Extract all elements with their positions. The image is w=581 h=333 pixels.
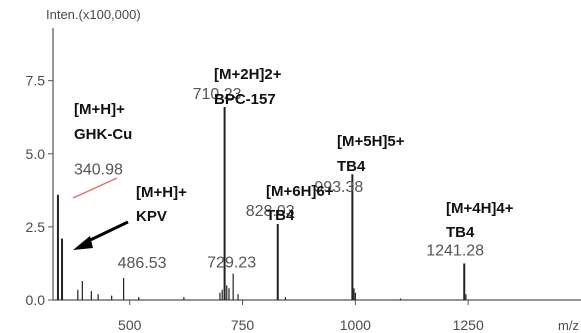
ghk-cu-leader-line	[72, 177, 118, 199]
peak-mz-label: 710.23	[193, 86, 242, 103]
annotation-bpc157-ion: [M+2H]2+	[214, 66, 282, 83]
peak-mz-label: 340.98	[74, 162, 123, 179]
y-axis-title: Inten.(x100,000)	[46, 7, 141, 22]
annotation-tb4-5h-ion: [M+5H]5+	[337, 133, 405, 150]
y-tick-label: 5.0	[26, 146, 46, 162]
peak-mz-label: 1241.28	[426, 242, 484, 259]
annotation-kpv-name: KPV	[136, 208, 167, 225]
x-tick-label: 1000	[340, 317, 371, 333]
annotation-ghk-cu-ion: [M+H]+	[74, 101, 125, 118]
annotation-bpc157-name: BPC-157	[214, 91, 276, 108]
kpv-arrow-icon	[73, 220, 129, 250]
y-tick-label: 7.5	[26, 73, 46, 89]
annotation-tb4-6h-name: TB4	[266, 207, 295, 224]
peak-mz-label: 993.38	[314, 179, 363, 196]
x-axis-title: m/z	[558, 318, 579, 333]
peak-mz-label: 729.23	[207, 255, 256, 272]
axis-ticks: 500 750 1000 1250 0.0 2.5 5.0 7.5	[26, 73, 484, 333]
x-tick-label: 750	[231, 317, 255, 333]
x-tick-label: 1250	[453, 317, 484, 333]
annotation-kpv-ion: [M+H]+	[136, 184, 187, 201]
peak-labels: 340.98 486.53 710.23 729.23 828.03 993.38 1241…	[74, 86, 484, 272]
peak-mz-label: 486.53	[118, 255, 167, 272]
annotation-tb4-6h-ion: [M+6H]6+	[266, 183, 334, 200]
x-tick-label: 500	[118, 317, 142, 333]
peak-mz-label: 828.03	[246, 203, 295, 220]
y-tick-label: 2.5	[26, 219, 46, 235]
annotation-tb4-4h-name: TB4	[446, 224, 475, 241]
y-tick-label: 0.0	[26, 292, 46, 308]
annotation-tb4-4h-ion: [M+4H]4+	[446, 200, 514, 217]
annotation-tb4-5h-name: TB4	[337, 158, 366, 175]
annotation-ghk-cu-name: GHK-Cu	[74, 126, 132, 143]
peak-lines	[56, 106, 467, 300]
